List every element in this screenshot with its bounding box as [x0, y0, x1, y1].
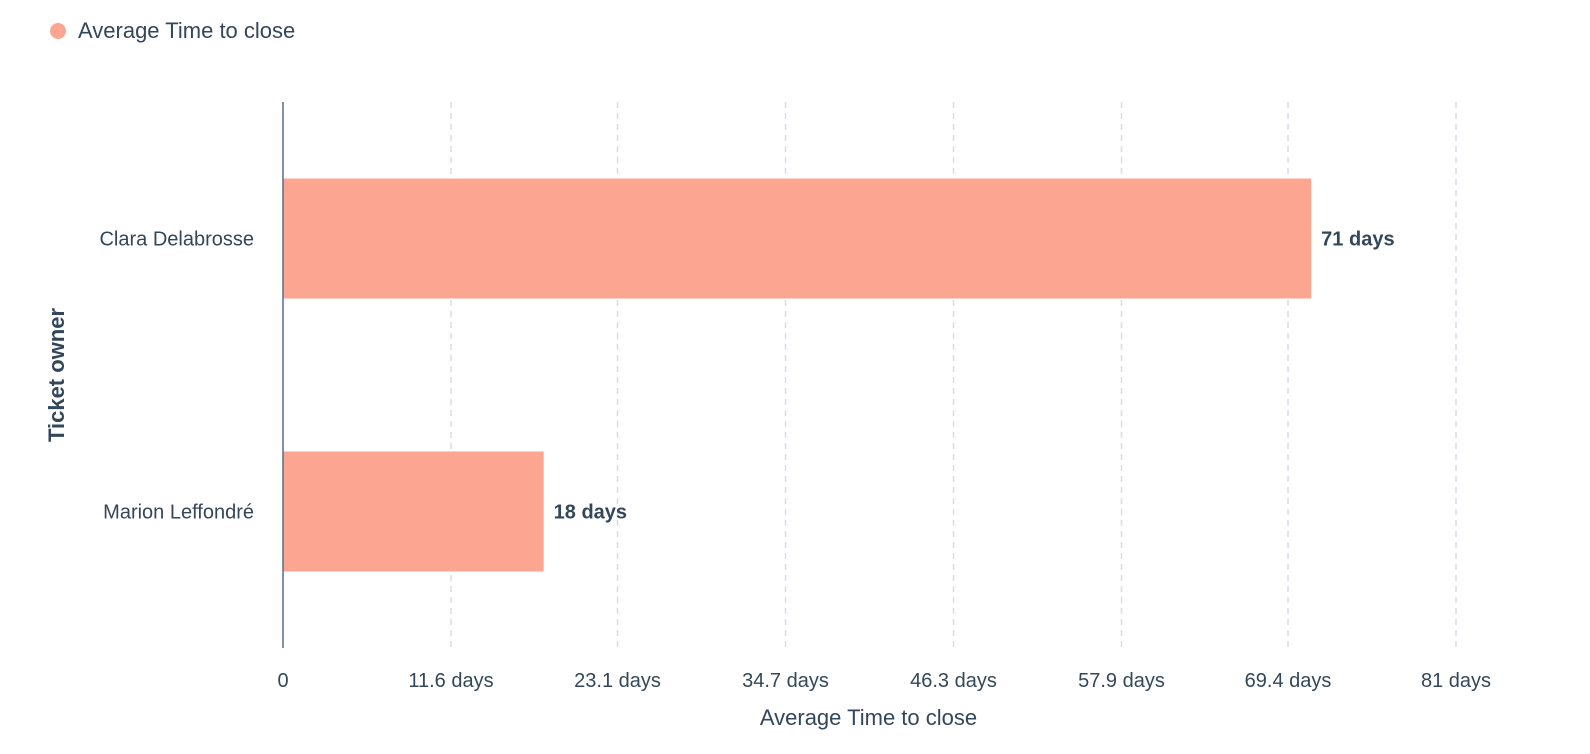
bar — [283, 451, 544, 572]
x-axis-title: Average Time to close — [760, 705, 977, 730]
x-tick-label: 69.4 days — [1245, 670, 1332, 692]
bar — [283, 178, 1312, 299]
x-tick-label: 46.3 days — [910, 670, 997, 692]
x-tick-label: 81 days — [1421, 670, 1491, 692]
y-axis-title: Ticket owner — [44, 308, 69, 443]
x-tick-label: 57.9 days — [1078, 670, 1165, 692]
labels: 0 11.6 days 23.1 days 34.7 days 46.3 days 57.… — [44, 229, 1491, 731]
data-label: 71 days — [1321, 229, 1394, 251]
data-label: 18 days — [554, 502, 627, 524]
x-tick-label: 23.1 days — [574, 670, 661, 692]
category-label: Clara Delabrosse — [99, 229, 254, 251]
legend-swatch — [50, 23, 66, 39]
legend: Average Time to close — [50, 18, 295, 44]
x-tick-label: 0 — [277, 670, 288, 692]
x-tick-label: 11.6 days — [408, 670, 493, 692]
legend-label: Average Time to close — [78, 18, 296, 43]
x-tick-label: 34.7 days — [742, 670, 829, 692]
category-label: Marion Leffondré — [103, 502, 254, 524]
bars — [283, 178, 1312, 572]
